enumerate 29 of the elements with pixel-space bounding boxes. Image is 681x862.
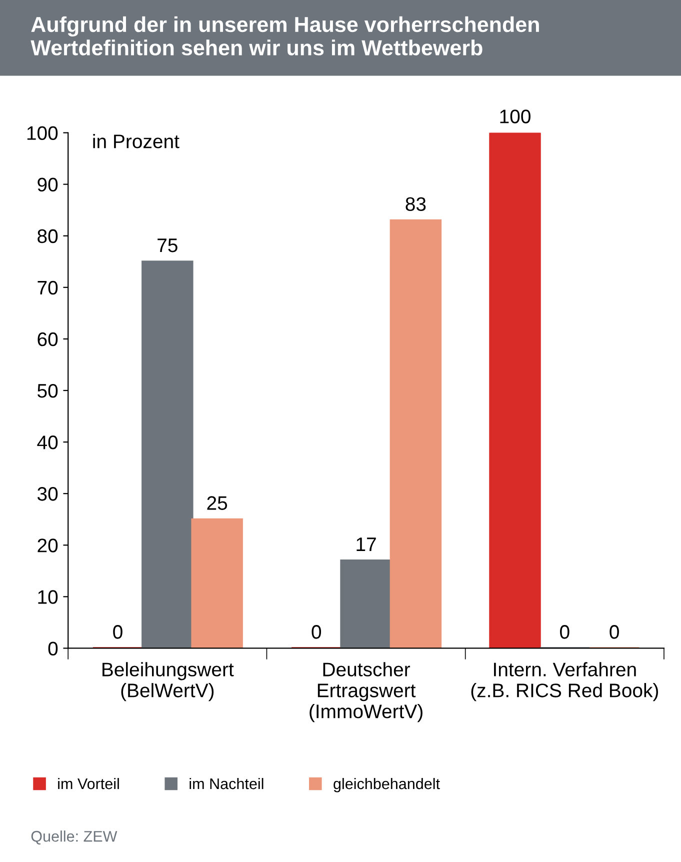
y-tick-label: 50 (38, 384, 58, 398)
text: 0 (610, 625, 619, 639)
y-tick-label: 100 (27, 126, 58, 140)
y-tick-label: 20 (38, 538, 58, 552)
text: 75 (158, 238, 178, 252)
x-tick-label: Beleihungswert (BelWertV) (102, 662, 234, 702)
y-tick-label: 0 (48, 642, 58, 656)
y-axis-title: in Prozent (93, 134, 180, 148)
text: 25 (207, 496, 228, 510)
text: 0 (113, 625, 122, 639)
y-tick-label: 60 (38, 332, 58, 346)
text: 17 (356, 538, 376, 552)
y-tick-label: 70 (38, 280, 58, 295)
chart-title: Aufgrund der in unserem Hause vorherrschenden Wertdefinition sehen wir uns im Wettbewerb (30, 16, 539, 56)
text: 100 (500, 110, 530, 124)
x-tick-label: Deutscher Ertragswert (ImmoWertV) (310, 662, 422, 722)
y-tick-label: 90 (38, 178, 58, 192)
y-tick-label: 40 (37, 436, 58, 450)
y-tick-label: 80 (38, 229, 58, 244)
x-tick-label: Intern. Verfahren (z.B. RICS Red Book) (471, 662, 658, 702)
text: 0 (312, 625, 322, 639)
source-note: Quelle: ZEW (31, 830, 118, 844)
y-tick-label: 10 (38, 590, 58, 604)
y-tick-label: 30 (37, 487, 58, 501)
text: 0 (560, 625, 570, 639)
legend-label: im Nachteil (190, 778, 264, 790)
text: 83 (406, 197, 426, 211)
legend-label: gleichbehandelt (334, 778, 440, 792)
legend-label: im Vorteil (58, 778, 119, 790)
